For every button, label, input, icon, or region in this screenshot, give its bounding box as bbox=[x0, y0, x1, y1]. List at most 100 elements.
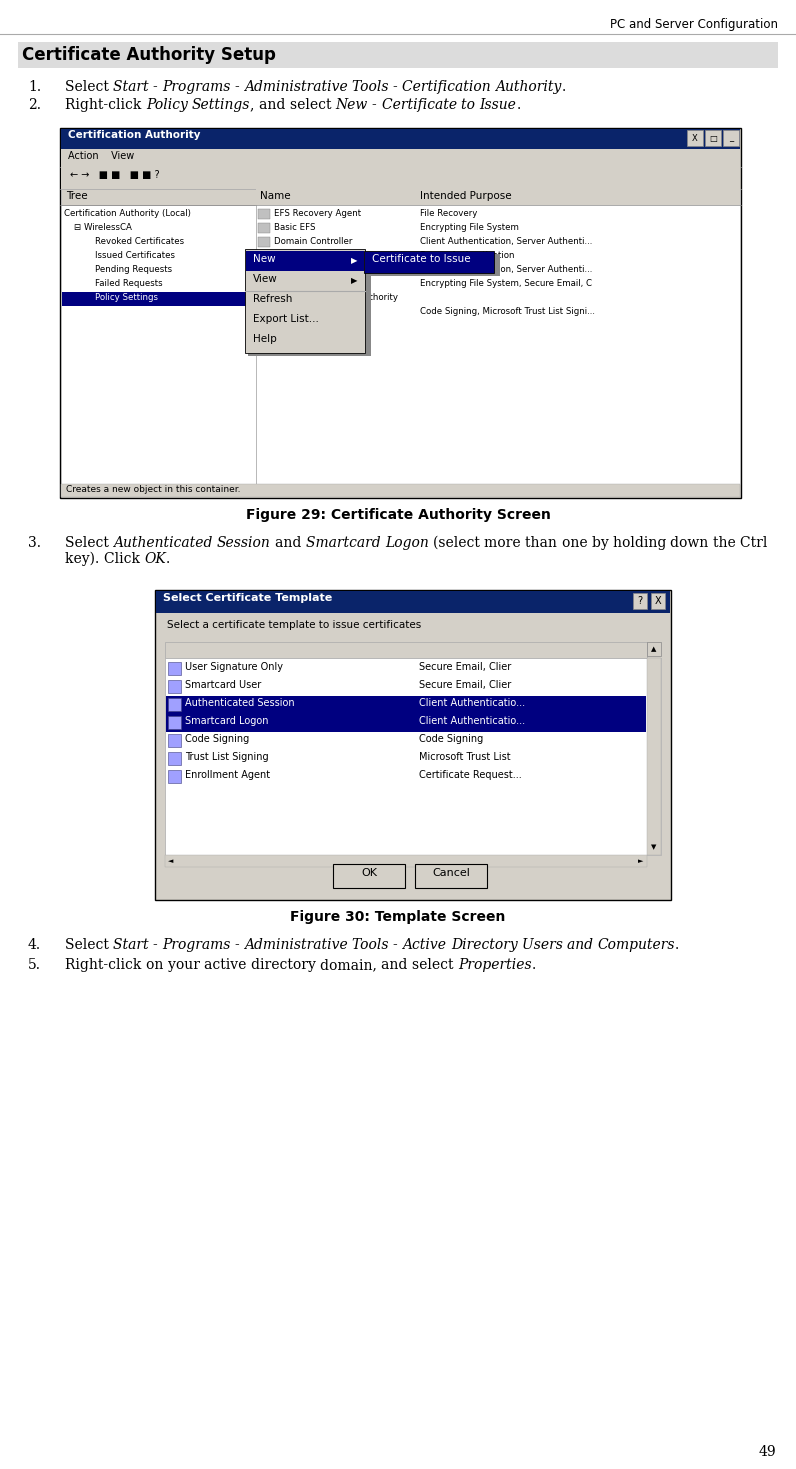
Text: Figure 29: Certificate Authority Screen: Figure 29: Certificate Authority Screen bbox=[245, 508, 551, 521]
Text: (select: (select bbox=[433, 536, 484, 549]
Bar bbox=[258, 209, 270, 219]
Text: and: and bbox=[381, 958, 412, 972]
Text: ▶: ▶ bbox=[350, 276, 357, 285]
Bar bbox=[256, 190, 740, 206]
Text: Failed Requests: Failed Requests bbox=[84, 279, 162, 288]
Bar bbox=[60, 128, 741, 498]
Bar bbox=[61, 483, 740, 497]
Text: Code Signing, Microsoft Trust List Signi...: Code Signing, Microsoft Trust List Signi… bbox=[420, 307, 595, 316]
Text: Secure Email, Clier: Secure Email, Clier bbox=[419, 663, 511, 671]
Text: Help: Help bbox=[253, 333, 277, 344]
Text: select: select bbox=[412, 958, 458, 972]
Bar bbox=[248, 253, 371, 355]
Text: Name: Name bbox=[260, 191, 291, 201]
Text: Cancel: Cancel bbox=[432, 868, 470, 878]
Bar bbox=[705, 129, 721, 145]
Text: Server Authentication: Server Authentication bbox=[420, 251, 514, 260]
Text: Select: Select bbox=[65, 939, 113, 952]
Text: domain,: domain, bbox=[320, 958, 381, 972]
Text: your: your bbox=[167, 958, 204, 972]
Text: Start: Start bbox=[113, 79, 154, 94]
Text: OK: OK bbox=[361, 868, 377, 878]
Text: -: - bbox=[393, 939, 402, 952]
Text: key).: key). bbox=[65, 552, 103, 567]
Bar bbox=[165, 658, 661, 855]
Text: Tools: Tools bbox=[353, 939, 393, 952]
Text: .: . bbox=[675, 939, 679, 952]
Text: Code Signing: Code Signing bbox=[185, 734, 249, 743]
Text: Right-click: Right-click bbox=[65, 98, 146, 112]
Bar bbox=[258, 292, 270, 303]
Bar bbox=[723, 129, 739, 145]
Text: Authority: Authority bbox=[495, 79, 562, 94]
Text: Microsoft Trust List: Microsoft Trust List bbox=[419, 752, 510, 762]
Text: .: . bbox=[517, 98, 521, 112]
Text: ?: ? bbox=[638, 596, 642, 607]
Text: 49: 49 bbox=[759, 1445, 776, 1459]
Bar bbox=[61, 190, 256, 483]
Text: Issued Certificates: Issued Certificates bbox=[84, 251, 175, 260]
Text: to: to bbox=[461, 98, 479, 112]
Bar bbox=[246, 251, 364, 270]
Text: 2.: 2. bbox=[28, 98, 41, 112]
Text: User Signature Only: User Signature Only bbox=[185, 663, 283, 671]
Bar bbox=[367, 254, 500, 276]
Text: ← →   ■ ■   ■ ■ ?: ← → ■ ■ ■ ■ ? bbox=[70, 170, 160, 181]
Text: Enrollment Agent: Enrollment Agent bbox=[185, 770, 270, 780]
Bar bbox=[258, 251, 270, 261]
Text: Policy: Policy bbox=[146, 98, 192, 112]
Text: Client Authentication, Server Authenti...: Client Authentication, Server Authenti..… bbox=[420, 264, 592, 275]
Text: Logon: Logon bbox=[385, 536, 428, 549]
Text: Ctrl: Ctrl bbox=[740, 536, 772, 549]
Text: Select Certificate Template: Select Certificate Template bbox=[163, 593, 332, 602]
Text: more: more bbox=[484, 536, 525, 549]
Bar bbox=[18, 43, 778, 68]
Text: ,: , bbox=[251, 98, 259, 112]
Bar bbox=[166, 696, 646, 714]
Bar bbox=[333, 864, 405, 887]
Text: Policy Settings: Policy Settings bbox=[84, 292, 158, 303]
Bar bbox=[155, 591, 671, 900]
Text: Secure Email, Clier: Secure Email, Clier bbox=[419, 680, 511, 690]
Text: Certificate: Certificate bbox=[381, 98, 461, 112]
Text: and: and bbox=[567, 939, 598, 952]
Text: Smartcard Logon: Smartcard Logon bbox=[185, 715, 268, 726]
Bar bbox=[258, 223, 270, 234]
Text: Refresh: Refresh bbox=[253, 294, 292, 304]
Text: Tree: Tree bbox=[66, 191, 88, 201]
Text: -: - bbox=[393, 79, 402, 94]
Bar bbox=[687, 129, 703, 145]
Text: ◄: ◄ bbox=[168, 858, 174, 864]
Text: Computers: Computers bbox=[598, 939, 675, 952]
Bar bbox=[165, 642, 647, 658]
Text: Certification Authority: Certification Authority bbox=[68, 129, 201, 140]
Text: .: . bbox=[532, 958, 536, 972]
Bar bbox=[165, 855, 647, 867]
Text: Session: Session bbox=[217, 536, 271, 549]
Text: Pending Requests: Pending Requests bbox=[84, 264, 172, 275]
Text: -: - bbox=[235, 79, 244, 94]
Text: Administrative: Administrative bbox=[244, 939, 353, 952]
Text: Revoked Certificates: Revoked Certificates bbox=[84, 237, 184, 245]
Bar bbox=[258, 279, 270, 289]
Text: down: down bbox=[670, 536, 713, 549]
Text: than: than bbox=[525, 536, 561, 549]
Text: Code Signing: Code Signing bbox=[419, 734, 483, 743]
Bar bbox=[168, 715, 181, 729]
Text: Issue: Issue bbox=[479, 98, 517, 112]
Text: -: - bbox=[235, 939, 244, 952]
Bar bbox=[168, 663, 181, 674]
Text: by: by bbox=[591, 536, 613, 549]
Text: ▶: ▶ bbox=[350, 257, 357, 266]
Text: ▼: ▼ bbox=[651, 845, 657, 851]
Text: Basic EFS: Basic EFS bbox=[274, 223, 315, 232]
Text: 5.: 5. bbox=[28, 958, 41, 972]
Text: Intended Purpose: Intended Purpose bbox=[420, 191, 512, 201]
Text: the: the bbox=[713, 536, 740, 549]
Text: Encrypting File System: Encrypting File System bbox=[420, 223, 519, 232]
Text: Trust List Signing: Trust List Signing bbox=[185, 752, 268, 762]
Text: Client Authenticatio...: Client Authenticatio... bbox=[419, 715, 525, 726]
Text: OK: OK bbox=[144, 552, 166, 566]
Text: Click: Click bbox=[103, 552, 144, 566]
Bar bbox=[166, 714, 646, 732]
